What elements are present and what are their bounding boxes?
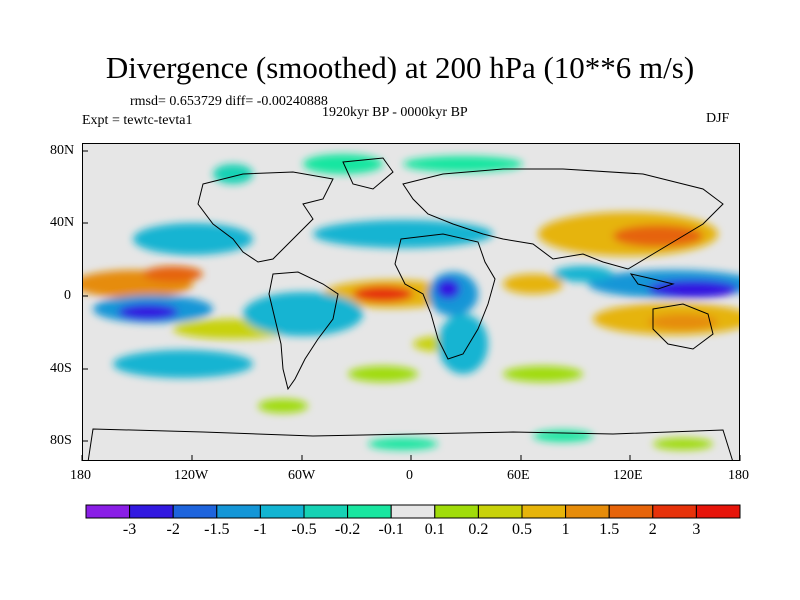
colorbar-swatch	[521, 504, 567, 519]
colorbar-tick-label: -3	[122, 521, 137, 538]
colorbar-tick-label: -1	[253, 521, 268, 538]
season-label: DJF	[706, 111, 730, 126]
colorbar-swatch	[477, 504, 523, 519]
x-tick-120e: 120E	[613, 468, 643, 483]
y-tick-80n: 80N	[50, 143, 75, 158]
experiment-label: Expt = tewtc-tevta1	[82, 113, 193, 128]
colorbar-tick-label: 0.5	[512, 521, 532, 538]
colorbar-swatch	[565, 504, 610, 519]
colorbar-swatch	[695, 504, 741, 519]
colorbar-swatch	[259, 504, 305, 519]
period-label: 1920kyr BP - 0000kyr BP	[322, 105, 468, 120]
x-tick-60w: 60W	[288, 468, 316, 483]
y-tick-0: 0	[64, 288, 71, 303]
colorbar-swatch	[85, 504, 131, 519]
colorbar-swatch	[129, 504, 174, 519]
coastlines	[87, 157, 733, 460]
colorbar-swatch	[390, 504, 436, 519]
colorbar-tick-label: 1.5	[599, 521, 620, 538]
x-tick-0: 0	[406, 468, 413, 483]
y-tick-40s: 40S	[50, 361, 72, 376]
colorbar-tick-label: 2	[648, 521, 657, 538]
colorbar-tick-label: -0.2	[334, 521, 361, 538]
colorbar-swatch	[172, 504, 218, 519]
colorbar-swatch	[216, 504, 261, 519]
colorbar-tick-label: -2	[166, 521, 180, 538]
x-tick-180w: 180	[70, 468, 91, 483]
colorbar-swatch	[347, 504, 392, 519]
x-tick-180e: 180	[728, 468, 749, 483]
colorbar-swatch	[303, 504, 349, 519]
x-tick-120w: 120W	[174, 468, 209, 483]
colorbar-swatch	[434, 504, 479, 519]
plot-title: Divergence (smoothed) at 200 hPa (10**6 …	[105, 50, 695, 85]
colorbar-swatch	[652, 504, 697, 519]
colorbar-tick-label: 0.2	[468, 521, 489, 538]
colorbar-tick-label: 1	[561, 521, 570, 538]
colorbar-tick-label: 3	[692, 521, 701, 538]
stats-line: rmsd= 0.653729 diff= -0.00240888	[130, 94, 328, 109]
y-tick-80s: 80S	[50, 433, 72, 448]
y-tick-40n: 40N	[50, 215, 75, 230]
map-panel	[82, 143, 740, 461]
divergence-field	[83, 144, 739, 460]
colorbar-tick-label: -0.5	[291, 521, 317, 538]
colorbar-tick-label: 0.1	[424, 521, 445, 538]
colorbar-tick-label: -1.5	[204, 521, 230, 538]
colorbar-tick-label: -0.1	[378, 521, 404, 538]
colorbar-swatch	[608, 504, 654, 519]
x-tick-60e: 60E	[507, 468, 530, 483]
